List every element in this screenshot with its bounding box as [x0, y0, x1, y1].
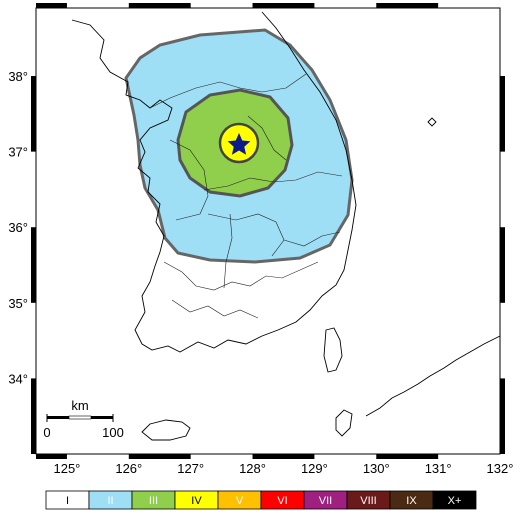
latitude-labels: 38° 37° 36° 35° 34°	[8, 69, 28, 386]
frame-segment	[36, 454, 67, 459]
frame-segment	[252, 3, 315, 8]
longitude-label: 132°	[487, 461, 514, 476]
korea-coastline	[71, 11, 357, 353]
boundary-line	[203, 171, 343, 191]
longitude-label: 125°	[53, 461, 80, 476]
frame-segment	[128, 3, 191, 8]
legend-label: V	[236, 495, 244, 507]
frame-segment	[128, 454, 191, 459]
star-icon	[227, 133, 251, 155]
latitude-label: 35°	[8, 296, 28, 311]
legend-label: II	[107, 495, 113, 507]
legend-label: VIII	[360, 495, 377, 507]
legend-label: IV	[191, 495, 202, 507]
coastline	[71, 11, 501, 441]
legend-label: I	[66, 495, 69, 507]
longitude-label: 130°	[363, 461, 390, 476]
frame-segment	[500, 227, 505, 303]
frame-ticks	[31, 3, 505, 459]
frame-segment	[31, 227, 36, 303]
scale-bar-segment	[47, 416, 69, 419]
jeju-island-outline	[141, 419, 191, 441]
boundary-line	[247, 115, 287, 161]
longitude-labels: 125° 126° 127° 128° 129° 130° 131° 132°	[53, 461, 513, 476]
japan-coastline	[365, 335, 501, 417]
legend-label: VII	[319, 495, 332, 507]
longitude-label: 131°	[425, 461, 452, 476]
scale-start-label: 0	[43, 425, 50, 440]
boundary-line	[283, 231, 341, 247]
legend-label: IX	[406, 495, 417, 507]
latitude-label: 36°	[8, 220, 28, 235]
frame-segment	[36, 3, 67, 8]
frame-segment	[31, 76, 36, 152]
longitude-label: 126°	[115, 461, 142, 476]
legend-label: X+	[448, 495, 462, 507]
frame-segment	[252, 454, 315, 459]
frame-segment	[31, 378, 36, 454]
frame-segment	[376, 3, 439, 8]
longitude-label: 128°	[239, 461, 266, 476]
latitude-label: 37°	[8, 145, 28, 160]
tsushima-island-outline	[335, 409, 353, 437]
legend-label: VI	[277, 495, 287, 507]
frame-segment	[500, 76, 505, 152]
legend-swatch	[432, 490, 477, 510]
boundary-line	[171, 299, 259, 319]
longitude-label: 129°	[301, 461, 328, 476]
ulleung-island-outline	[427, 117, 437, 127]
scale-end-label: 100	[102, 425, 124, 440]
latitude-label: 38°	[8, 69, 28, 84]
boundary-line	[223, 213, 233, 289]
scale-unit-label: km	[71, 398, 88, 413]
boundary-line	[169, 139, 209, 221]
legend-label: III	[149, 495, 158, 507]
scale-bar-segment	[91, 416, 113, 419]
scale-bar: km 0 100	[43, 398, 123, 440]
boundary-line	[207, 213, 285, 257]
frame-segment	[500, 378, 505, 454]
frame-segment	[376, 454, 439, 459]
epicenter	[227, 133, 251, 155]
latitude-label: 34°	[8, 371, 28, 386]
longitude-label: 127°	[177, 461, 204, 476]
intensity-legend: I II III IV V VI VII VIII IX X+	[45, 490, 477, 510]
boundary-line	[163, 261, 319, 291]
boundary-line	[149, 73, 307, 109]
scale-bar-segment	[68, 415, 92, 420]
province-boundaries	[149, 73, 343, 319]
geoje-island-outline	[323, 327, 343, 373]
